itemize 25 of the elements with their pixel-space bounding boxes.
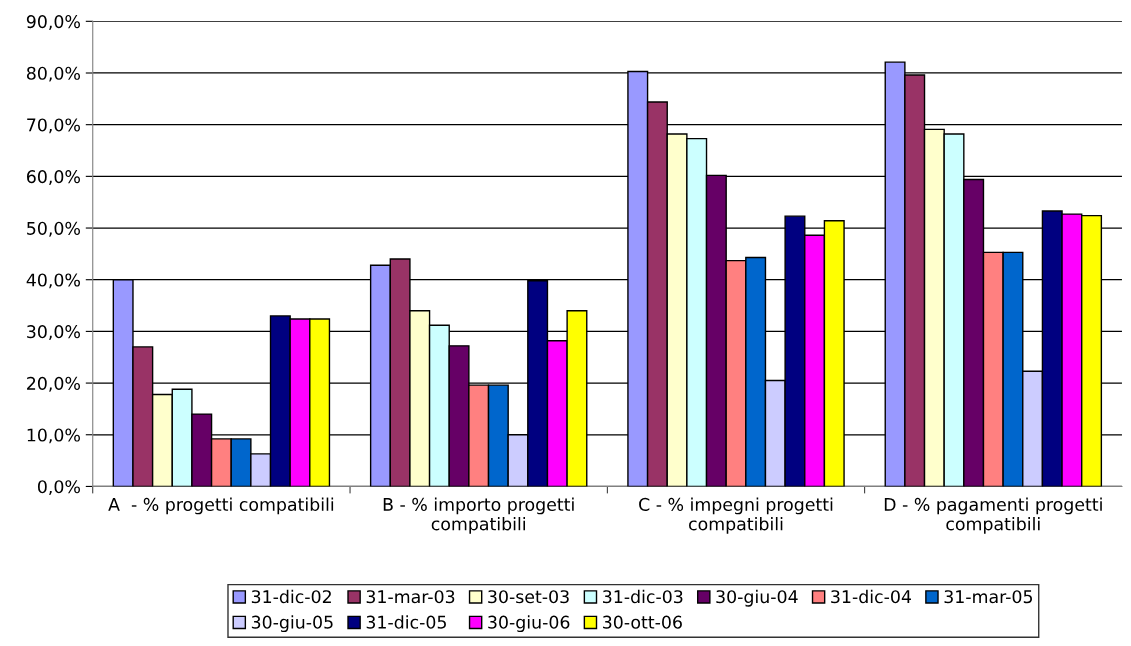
- legend-label: 31-dic-03: [603, 589, 683, 604]
- y-tick-label: 80,0%: [26, 66, 80, 82]
- y-tick-label: 10,0%: [27, 428, 80, 444]
- legend-label: 31-dic-02: [251, 589, 331, 604]
- y-tick-label: 90,0%: [26, 15, 80, 30]
- y-tick-label: 40,0%: [26, 273, 80, 289]
- legend-label: 30-giu-06: [488, 615, 570, 633]
- legend-label: 31-dic-04: [831, 589, 912, 604]
- x-tick-label: C - % impegni progetti compatibili: [639, 497, 833, 534]
- y-tick-label: 70,0%: [27, 118, 80, 134]
- legend-label: 31-dic-05: [366, 615, 446, 629]
- y-tick-label: 50,0%: [27, 221, 80, 237]
- legend-label: 30-ott-06: [603, 615, 682, 629]
- y-tick-label: 0,0%: [37, 480, 80, 496]
- x-tick-label: D - % pagamenti progetti compatibili: [884, 497, 1102, 534]
- y-tick-label: 30,0%: [27, 325, 80, 341]
- legend-label: 30-giu-05: [251, 615, 333, 633]
- x-tick-label: A - % progetti compatibili: [108, 497, 334, 515]
- x-tick-label: B - % importo progetti compatibili: [383, 497, 574, 534]
- legend-label: 30-set-03: [488, 590, 569, 604]
- legend-label: 31-mar-03: [366, 590, 455, 604]
- y-tick-label: 20,0%: [27, 376, 80, 392]
- legend-label: 30-giu-04: [716, 589, 798, 607]
- y-tick-label: 60,0%: [27, 170, 80, 185]
- legend-label: 31-mar-05: [944, 590, 1033, 604]
